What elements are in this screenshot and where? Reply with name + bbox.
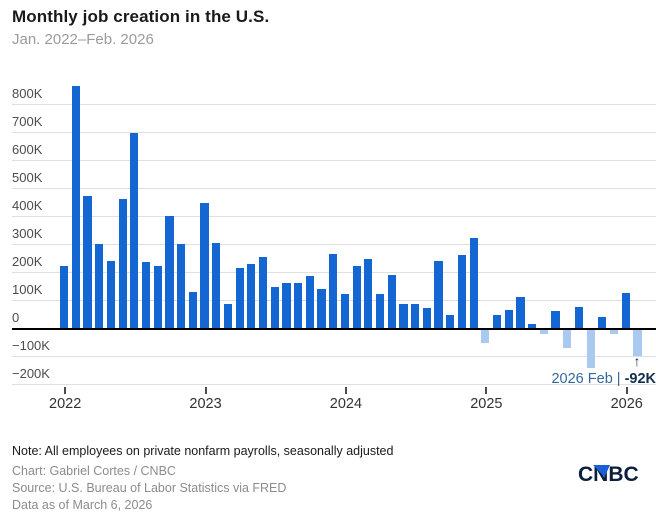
x-axis-tick-2022 (64, 387, 67, 394)
chart-title: Monthly job creation in the U.S. (12, 7, 270, 26)
bar-jan-2022[interactable] (60, 266, 69, 328)
bar-nov-2024[interactable] (457, 255, 467, 328)
chart-credit: Chart: Gabriel Cortes / CNBC (12, 464, 176, 478)
bar-dec-2022[interactable] (188, 291, 197, 328)
bar-jul-2023[interactable] (270, 287, 279, 328)
y-axis-label-400k: 400K (12, 198, 43, 213)
bar-dec-2025[interactable] (609, 330, 619, 335)
x-axis-label-2022: 2022 (49, 396, 82, 412)
x-axis-label-2024: 2024 (329, 396, 363, 412)
annotation-feb-2026: 2026 Feb | -92K (356, 371, 656, 387)
bar-apr-2022[interactable] (95, 244, 104, 328)
gridline-500k (12, 188, 656, 189)
y-axis-label-700k: 700K (12, 114, 43, 129)
cnbc-peacock-triangle-icon (593, 465, 610, 477)
bar-sep-2024[interactable] (434, 260, 443, 328)
gridline-600k (12, 160, 656, 161)
y-axis-label-300k: 300K (12, 226, 43, 241)
x-axis-tick-2025 (485, 387, 488, 394)
bar-jan-2023[interactable] (200, 203, 209, 328)
chart-subtitle: Jan. 2022–Feb. 2026 (12, 31, 154, 48)
gridline-−200k (12, 384, 656, 385)
x-axis-tick-2024 (344, 387, 347, 394)
bar-aug-2023[interactable] (282, 283, 291, 328)
bar-aug-2025[interactable] (563, 330, 572, 349)
bar-jun-2022[interactable] (118, 199, 127, 328)
bar-jul-2025[interactable] (551, 311, 560, 328)
bar-feb-2023[interactable] (212, 242, 221, 328)
data-as-of: Data as of March 6, 2026 (12, 498, 153, 512)
bar-may-2023[interactable] (247, 263, 256, 328)
gridline-400k (12, 216, 656, 217)
bar-jan-2024[interactable] (340, 294, 350, 328)
bar-dec-2023[interactable] (329, 253, 338, 328)
bar-jul-2024[interactable] (411, 304, 420, 328)
bar-mar-2024[interactable] (364, 259, 373, 328)
data-source: Source: U.S. Bureau of Labor Statistics … (12, 481, 287, 495)
footnote: Note: All employees on private nonfarm p… (12, 444, 394, 458)
bar-sep-2023[interactable] (294, 283, 303, 328)
x-axis-label-2025: 2025 (470, 396, 503, 412)
bar-jul-2022[interactable] (130, 133, 139, 328)
bar-oct-2025[interactable] (586, 330, 595, 368)
annotation-value: -92K (624, 371, 656, 387)
gridline-−100k (12, 356, 656, 357)
bar-sep-2025[interactable] (574, 307, 584, 328)
x-axis-tick-2023 (204, 387, 207, 394)
bar-jun-2024[interactable] (399, 304, 408, 328)
gridline-800k (12, 104, 656, 105)
x-axis-label-2023: 2023 (189, 396, 222, 412)
y-axis-label-−100k: −100K (12, 338, 50, 353)
annotation-up-arrow-icon: ↑ (633, 353, 641, 369)
bar-may-2025[interactable] (528, 323, 537, 328)
bar-jan-2026[interactable] (621, 293, 630, 328)
cnbc-logo: CNBC (578, 463, 648, 489)
y-axis-label-500k: 500K (12, 170, 43, 185)
bar-dec-2024[interactable] (469, 238, 478, 328)
annotation-label: 2026 Feb | (551, 371, 621, 387)
bar-may-2022[interactable] (106, 260, 116, 328)
bar-feb-2026[interactable] (633, 330, 642, 356)
y-axis-label-800k: 800K (12, 86, 43, 101)
bar-feb-2022[interactable] (71, 85, 80, 328)
x-axis-tick-2026 (625, 387, 628, 394)
bar-nov-2023[interactable] (317, 288, 326, 328)
bar-feb-2025[interactable] (492, 315, 502, 328)
y-axis-label-100k: 100K (12, 282, 43, 297)
bar-apr-2023[interactable] (235, 267, 244, 328)
bar-mar-2025[interactable] (504, 309, 513, 328)
bar-jun-2023[interactable] (258, 256, 268, 328)
bar-mar-2022[interactable] (83, 196, 92, 328)
bar-feb-2024[interactable] (352, 266, 361, 328)
gridline-0 (12, 328, 656, 330)
cnbc-logo-text: CNBC (578, 463, 639, 486)
gridline-300k (12, 244, 656, 245)
y-axis-label-0: 0 (12, 310, 20, 325)
bar-nov-2022[interactable] (177, 244, 186, 328)
y-axis-label-200k: 200K (12, 254, 43, 269)
bar-oct-2024[interactable] (446, 315, 455, 328)
bar-nov-2025[interactable] (598, 316, 607, 328)
bar-aug-2024[interactable] (422, 308, 431, 328)
bar-oct-2023[interactable] (305, 276, 314, 328)
bar-jun-2025[interactable] (539, 330, 548, 335)
bar-apr-2024[interactable] (375, 294, 385, 328)
x-axis-label-2026: 2026 (610, 396, 643, 412)
bar-jan-2025[interactable] (481, 330, 490, 343)
bar-mar-2023[interactable] (223, 304, 233, 328)
bar-apr-2025[interactable] (516, 297, 525, 328)
bar-sep-2022[interactable] (153, 266, 162, 328)
bar-may-2024[interactable] (387, 274, 396, 328)
gridline-700k (12, 132, 656, 133)
bar-oct-2022[interactable] (165, 216, 174, 328)
bar-aug-2022[interactable] (141, 262, 151, 328)
y-axis-label-−200k: −200K (12, 366, 50, 381)
y-axis-label-600k: 600K (12, 142, 43, 157)
